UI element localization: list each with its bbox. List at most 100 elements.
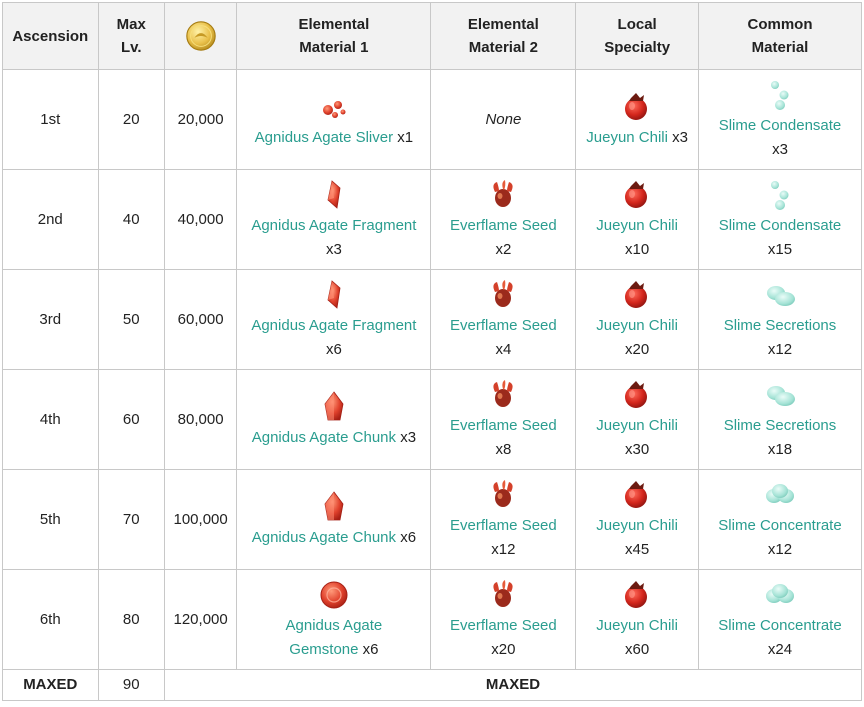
jueyun-chili-icon[interactable] (619, 578, 655, 612)
slime-secretions-icon[interactable] (762, 278, 798, 312)
header-local-line2: Specialty (604, 39, 671, 56)
item-link-line2: Gemstone (289, 640, 359, 658)
elemental-material-2-cell: Everflame Seed x2 (430, 169, 577, 270)
item-link[interactable]: Slime Secretions (723, 316, 837, 334)
item-qty: x1 (397, 128, 414, 146)
table-row: 6th 80 120,000 Agnidus Agate Gemstone x6 … (2, 569, 863, 670)
slime-condensate-icon[interactable] (762, 178, 798, 212)
maxed-cell: MAXED (163, 669, 863, 701)
agate-chunk-icon[interactable] (316, 490, 352, 524)
everflame-seed-icon[interactable] (485, 378, 521, 412)
item-qty: x6 (325, 340, 342, 358)
agate-fragment-icon[interactable] (316, 178, 352, 212)
everflame-seed-icon[interactable] (485, 278, 521, 312)
item-link[interactable]: Agnidus Agate Gemstone (286, 617, 383, 658)
header-elem2-line1: Elemental (467, 16, 539, 33)
slime-concentrate-icon[interactable] (762, 578, 798, 612)
ascension-cell: 2nd (2, 169, 99, 270)
table-row: 5th 70 100,000 Agnidus Agate Chunk x6 Ev… (2, 469, 863, 570)
item-qty: x45 (625, 540, 650, 558)
jueyun-chili-icon[interactable] (619, 90, 655, 124)
item-link[interactable]: Everflame Seed (450, 616, 557, 634)
item-qty: x3 (772, 140, 788, 158)
item-link[interactable]: Everflame Seed (450, 316, 557, 334)
header-local-specialty: Local Specialty (575, 2, 699, 70)
jueyun-chili-icon[interactable] (619, 378, 655, 412)
header-elem1-line2: Material 1 (299, 39, 369, 56)
slime-concentrate-icon[interactable] (762, 478, 798, 512)
table-row: 4th 60 80,000 Agnidus Agate Chunk x3 Eve… (2, 369, 863, 470)
max-lv-cell: 40 (97, 169, 165, 270)
item-qty: x6 (400, 528, 417, 546)
max-lv-cell: 60 (97, 369, 165, 470)
item-link[interactable]: Slime Condensate (718, 216, 842, 234)
item-link[interactable]: Everflame Seed (450, 216, 557, 234)
item-qty: x24 (767, 640, 793, 658)
table-row: 2nd 40 40,000 Agnidus Agate Fragment x3 E… (2, 169, 863, 270)
header-elem2-line2: Material 2 (468, 39, 538, 56)
ascension-cell: 1st (2, 69, 99, 170)
header-max-lv: Max Lv. (97, 2, 165, 70)
elemental-material-1-cell: Agnidus Agate Chunk x6 (236, 469, 432, 570)
header-ascension: Ascension (2, 2, 99, 70)
item-link[interactable]: Jueyun Chili (596, 316, 678, 334)
elemental-material-1-cell: Agnidus Agate Sliver x1 (236, 69, 432, 170)
ascension-cell: 4th (2, 369, 99, 470)
item-link[interactable]: Jueyun Chili (596, 216, 678, 234)
common-material-cell: Slime Secretions x18 (697, 369, 863, 470)
jueyun-chili-icon[interactable] (619, 178, 655, 212)
slime-secretions-icon[interactable] (762, 378, 798, 412)
everflame-seed-icon[interactable] (485, 478, 521, 512)
item-qty: x8 (495, 440, 512, 458)
item-link[interactable]: Jueyun Chili (596, 616, 678, 634)
mora-cell: 60,000 (163, 269, 238, 370)
local-specialty-cell: Jueyun Chili x20 (575, 269, 699, 370)
item-qty: x18 (767, 440, 793, 458)
item-link[interactable]: Everflame Seed (450, 516, 557, 534)
item-link[interactable]: Slime Concentrate (718, 616, 842, 634)
item-qty: x12 (767, 340, 793, 358)
ascension-cell: 5th (2, 469, 99, 570)
jueyun-chili-icon[interactable] (619, 478, 655, 512)
agate-chunk-icon[interactable] (316, 390, 352, 424)
elemental-material-2-cell: None (430, 69, 577, 170)
mora-cell: 80,000 (163, 369, 238, 470)
item-link[interactable]: Agnidus Agate Fragment (251, 316, 417, 334)
slime-condensate-icon[interactable] (762, 78, 798, 112)
header-local-line1: Local (617, 16, 657, 33)
ascension-cell: MAXED (2, 669, 99, 701)
header-elem1-line1: Elemental (298, 16, 370, 33)
item-qty: x20 (491, 640, 516, 658)
item-link[interactable]: Agnidus Agate Fragment (251, 216, 417, 234)
everflame-seed-icon[interactable] (485, 178, 521, 212)
local-specialty-cell: Jueyun Chili x3 (575, 69, 699, 170)
item-link[interactable]: Agnidus Agate Sliver (254, 128, 394, 146)
elemental-material-2-cell: Everflame Seed x12 (430, 469, 577, 570)
item-link[interactable]: Agnidus Agate Chunk (251, 428, 397, 446)
elemental-material-1-cell: Agnidus Agate Gemstone x6 (236, 569, 432, 670)
local-specialty-cell: Jueyun Chili x10 (575, 169, 699, 270)
agate-fragment-icon[interactable] (316, 278, 352, 312)
item-link[interactable]: Jueyun Chili (596, 516, 678, 534)
common-material-cell: Slime Condensate x3 (697, 69, 863, 170)
item-link[interactable]: Slime Secretions (723, 416, 837, 434)
header-common-line1: Common (747, 16, 813, 33)
everflame-seed-icon[interactable] (485, 578, 521, 612)
item-link[interactable]: Everflame Seed (450, 416, 557, 434)
elemental-material-2-cell: Everflame Seed x20 (430, 569, 577, 670)
item-link[interactable]: Jueyun Chili (586, 128, 668, 146)
item-link[interactable]: Jueyun Chili (596, 416, 678, 434)
agate-sliver-icon[interactable] (316, 90, 352, 124)
item-link[interactable]: Agnidus Agate Chunk (251, 528, 397, 546)
header-mora (163, 2, 238, 70)
header-max-lv-line2: Lv. (120, 39, 142, 56)
mora-cell: 20,000 (163, 69, 238, 170)
elemental-material-1-cell: Agnidus Agate Fragment x6 (236, 269, 432, 370)
item-qty: x4 (495, 340, 512, 358)
jueyun-chili-icon[interactable] (619, 278, 655, 312)
ascension-cell: 6th (2, 569, 99, 670)
agate-gemstone-icon[interactable] (316, 578, 352, 612)
item-link[interactable]: Slime Condensate (718, 116, 842, 134)
item-link[interactable]: Slime Concentrate (718, 516, 842, 534)
